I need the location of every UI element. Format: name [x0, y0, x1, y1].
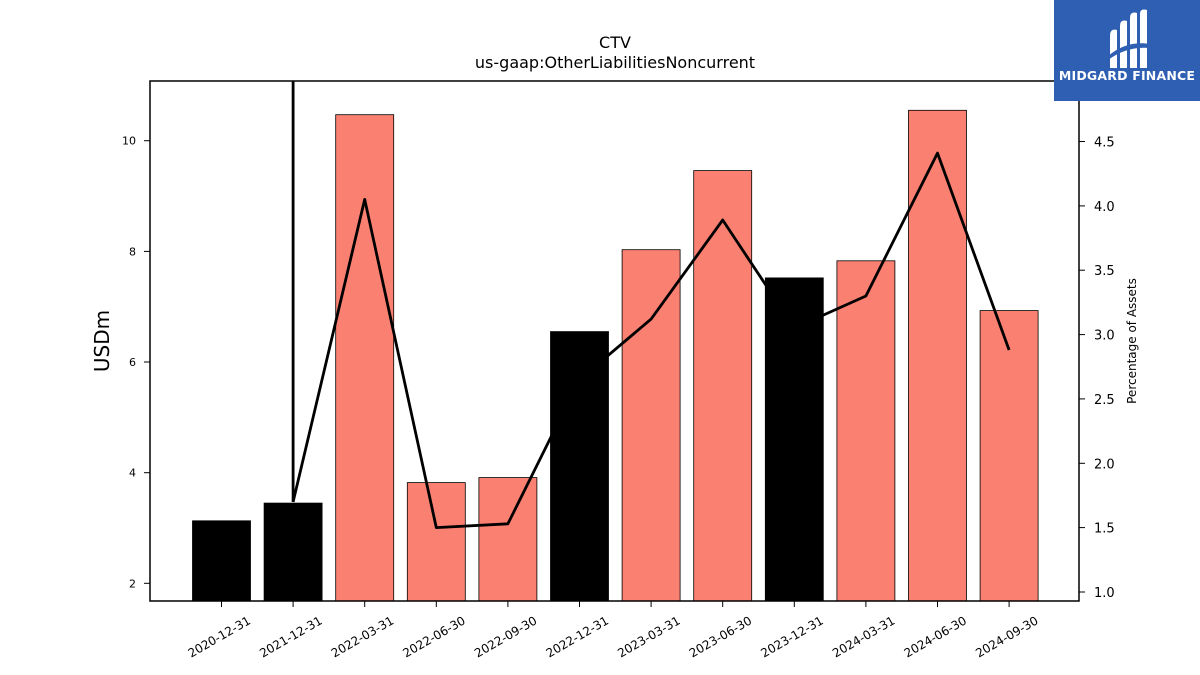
plot-frame	[149, 80, 1080, 602]
x-tick-label: 2024-06-30	[902, 613, 969, 660]
x-tick-label: 2024-03-31	[830, 613, 897, 660]
brand-name: MIDGARD FINANCE	[1058, 68, 1196, 83]
y2-tick-label: 2.0	[1094, 457, 1115, 472]
bar-2023-03-31	[621, 249, 681, 602]
bar-2023-06-30	[693, 170, 753, 602]
x-tick-label: 2021-12-31	[257, 613, 324, 660]
x-tick-label: 2024-09-30	[973, 613, 1040, 660]
bar-2024-09-30	[979, 310, 1039, 602]
x-tick-label: 2020-12-31	[186, 613, 253, 660]
x-tick-label: 2022-12-31	[544, 613, 611, 660]
y2-tick-label: 1.0	[1094, 586, 1115, 601]
line-layer	[291, 81, 1011, 529]
chart-title: CTV	[599, 33, 631, 52]
bar-2022-09-30	[478, 477, 538, 602]
y-axis-label: USDm	[90, 310, 114, 372]
x-tick-label: 2023-06-30	[687, 613, 754, 660]
chart-subtitle: us-gaap:OtherLiabilitiesNoncurrent	[475, 53, 755, 72]
right-axis: 1.0 1.5 2.0 2.5 3.0 3.5 4.0 4.5	[1079, 136, 1115, 601]
y2-tick-label: 4.0	[1094, 200, 1115, 215]
x-tick-label: 2022-09-30	[472, 613, 539, 660]
y2-tick-label: 1.5	[1094, 522, 1115, 537]
y-tick-label: 6	[129, 356, 136, 369]
bar-2020-12-31	[192, 520, 251, 602]
x-tick-label: 2023-12-31	[758, 613, 825, 660]
left-axis: 2 4 6 8 10	[122, 135, 150, 590]
bar-2021-12-31	[263, 502, 323, 602]
percentage-of-assets-line	[291, 151, 1011, 529]
x-axis: 2020-12-31 2021-12-31 2022-03-31 2022-06-30…	[186, 601, 1041, 660]
x-tick-label: 2023-03-31	[615, 613, 682, 660]
midgard-logo-icon	[1108, 9, 1150, 69]
bar-2024-03-31	[836, 260, 896, 602]
y2-tick-label: 3.5	[1094, 264, 1115, 279]
bar-2022-03-31	[335, 114, 395, 602]
bars-layer	[192, 109, 1039, 602]
y2-tick-label: 2.5	[1094, 393, 1115, 408]
bar-2024-06-30	[908, 109, 967, 602]
y-tick-label: 8	[129, 245, 136, 258]
x-tick-label: 2022-03-31	[329, 613, 396, 660]
y-tick-label: 2	[129, 577, 136, 590]
y-tick-label: 10	[122, 135, 136, 148]
bar-2023-12-31	[764, 277, 824, 602]
bar-2022-06-30	[406, 482, 466, 602]
bar-2022-12-31	[550, 331, 609, 602]
y2-axis-label: Percentage of Assets	[1125, 278, 1139, 404]
y2-tick-label: 3.0	[1094, 329, 1115, 344]
y-tick-label: 4	[129, 467, 136, 480]
brand-logo: MIDGARD FINANCE	[1054, 0, 1200, 101]
x-tick-label: 2022-06-30	[400, 613, 467, 660]
y2-tick-label: 4.5	[1094, 136, 1115, 151]
